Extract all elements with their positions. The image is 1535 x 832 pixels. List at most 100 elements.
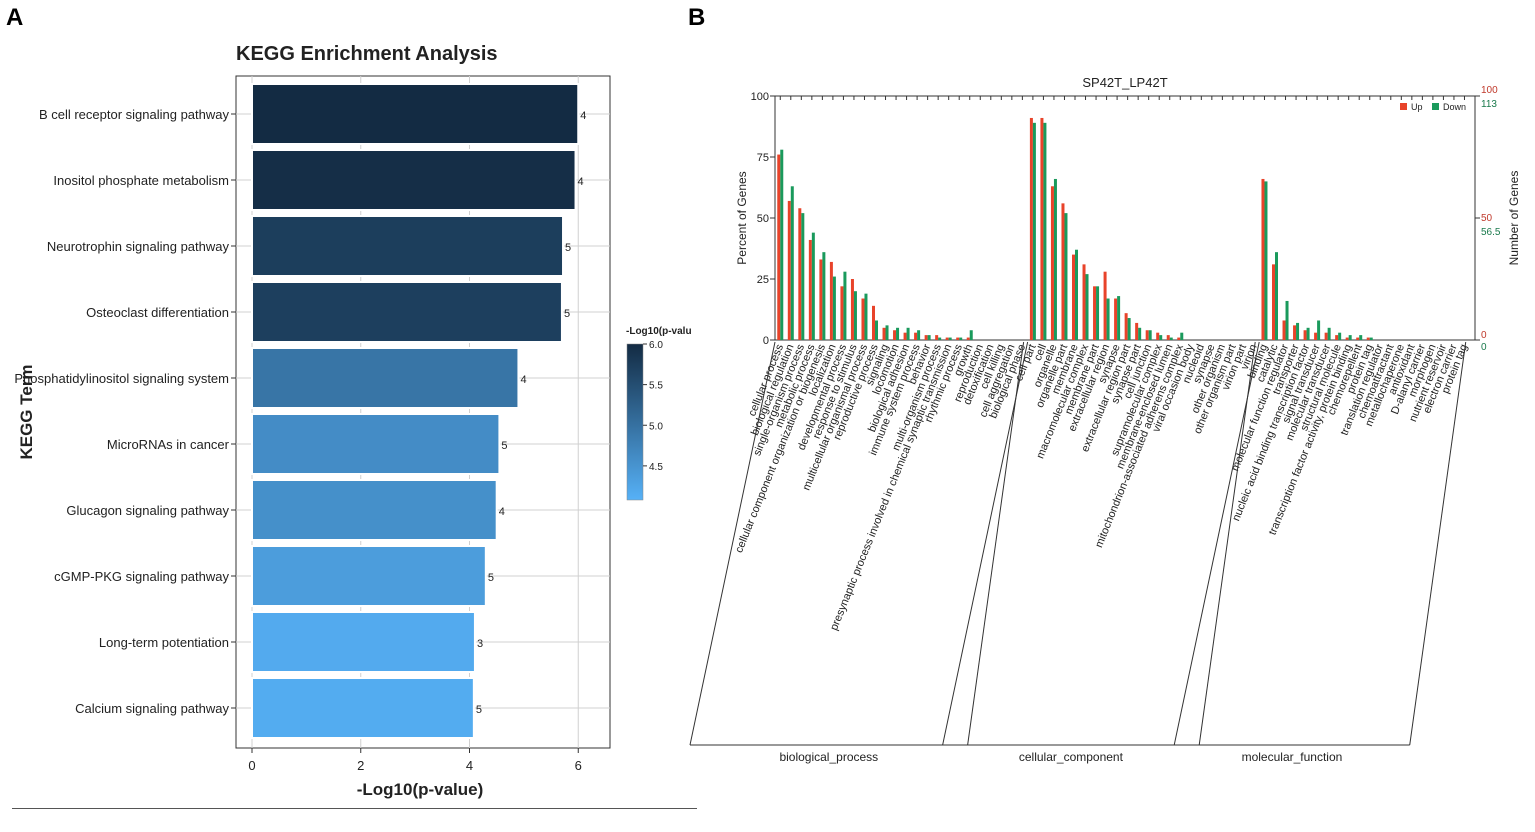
chart-a-bar-count: 5: [565, 242, 571, 254]
chart-b-bar-up: [1029, 117, 1033, 341]
chart-b-ytick-label: 50: [757, 213, 769, 225]
chart-a-bar-count: 5: [476, 704, 482, 716]
chart-b-bar-down: [1264, 181, 1268, 340]
chart-a-bar-count: 5: [488, 572, 494, 584]
chart-b-bar-down: [969, 330, 973, 340]
chart-a-category-label: Neurotrophin signaling pathway: [47, 239, 230, 254]
chart-b-group-label: molecular_function: [1242, 750, 1343, 764]
chart-b-bar-up: [1093, 286, 1097, 340]
kegg-enrichment-chart: KEGG Enrichment Analysis 4 4 5 5 4 5 4 5 3 5 0 2 4 6…: [14, 43, 692, 799]
chart-b-bar-down: [1338, 332, 1342, 340]
chart-b-bar-up: [1103, 271, 1107, 340]
chart-b-bar-up: [1293, 325, 1297, 340]
chart-b-y2-down-label: 56.5: [1481, 227, 1501, 238]
chart-b-y2-up-label: 50: [1481, 213, 1493, 224]
chart-b-bar-up: [808, 239, 812, 340]
chart-a-category-label: Glucagon signaling pathway: [66, 503, 229, 518]
legend-swatch-down: [1432, 103, 1439, 110]
chart-b-bar-up: [1114, 298, 1118, 340]
chart-b-bar-up: [1124, 313, 1128, 340]
chart-b-bar-down: [948, 337, 952, 340]
chart-b-bar-up: [840, 286, 844, 340]
chart-b-bar-up: [914, 332, 918, 340]
chart-b-bar-down: [1075, 249, 1078, 340]
legend-label-up: Up: [1411, 102, 1423, 112]
chart-b-bar-down: [875, 320, 878, 340]
chart-a-bar-count: 4: [499, 506, 505, 518]
colorbar-tick-label: 4.5: [649, 462, 663, 473]
chart-b-bar-up: [1082, 264, 1086, 340]
chart-b-bar-up: [1135, 322, 1139, 340]
chart-a-category-label: B cell receptor signaling pathway: [39, 107, 230, 122]
chart-b-y2-down-label: 0: [1481, 342, 1487, 353]
chart-b-ylabel: Percent of Genes: [735, 171, 749, 264]
chart-b-bar-down: [1117, 296, 1121, 340]
chart-b-bar-up: [1314, 332, 1318, 340]
chart-b-bar-down: [927, 335, 931, 340]
chart-b-bar-up: [1040, 117, 1044, 341]
chart-b-bar-down: [1369, 337, 1373, 340]
chart-b-bar-down: [896, 327, 900, 340]
chart-b-bar-up: [1356, 337, 1360, 340]
chart-a-bar: [251, 677, 475, 739]
chart-b-bar-down: [790, 186, 794, 340]
chart-b-y2-up-label: 0: [1481, 330, 1487, 341]
colorbar-title: -Log10(p-valu: [626, 326, 692, 337]
legend-swatch-up: [1400, 103, 1407, 110]
chart-a-bar-count: 4: [578, 176, 584, 188]
chart-a-bar: [251, 149, 577, 211]
chart-b-bar-down: [1348, 335, 1352, 340]
chart-b-bar-up: [1303, 330, 1307, 340]
bottom-divider: [12, 808, 697, 809]
chart-b-bar-up: [935, 335, 939, 340]
chart-a-bar: [251, 479, 498, 541]
chart-b-category-label: cell: [1032, 343, 1049, 363]
chart-b-bar-down: [1359, 335, 1363, 340]
chart-b-bar-up: [829, 261, 833, 340]
chart-b-bar-up: [1366, 337, 1370, 340]
chart-b-bar-down: [780, 149, 784, 340]
chart-a-ylabel: KEGG Term: [17, 364, 36, 459]
chart-b-bar-up: [1324, 332, 1328, 340]
chart-b-bar-down: [1064, 213, 1068, 340]
chart-b-bar-down: [917, 330, 921, 340]
chart-b-bar-up: [798, 208, 802, 340]
chart-b-bar-down: [843, 271, 847, 340]
chart-b-bar-up: [861, 298, 865, 340]
chart-b-bar-down: [1317, 320, 1321, 340]
chart-b-group-label: cellular_component: [1019, 750, 1124, 764]
chart-a-category-label: MicroRNAs in cancer: [107, 437, 230, 452]
chart-b-bar-up: [1050, 186, 1054, 340]
chart-b-bar-up: [850, 279, 854, 340]
chart-b-bar-down: [1159, 335, 1163, 340]
chart-b-bar-up: [945, 337, 949, 340]
chart-a-bar: [251, 611, 476, 673]
chart-b-bar-up: [924, 335, 928, 340]
chart-b-bar-down: [938, 337, 942, 340]
chart-a-xtick-label: 0: [248, 758, 255, 773]
chart-b-bar-down: [853, 291, 857, 340]
panel-b-label: B: [688, 4, 706, 31]
chart-a-xtick-label: 2: [357, 758, 364, 773]
chart-b-bar-down: [959, 337, 963, 340]
chart-b-bar-up: [1177, 337, 1181, 340]
chart-a-category-label: Phosphatidylinositol signaling system: [14, 371, 229, 386]
chart-b-bar-up: [872, 305, 875, 340]
chart-b-bar-up: [1156, 332, 1160, 340]
chart-a-xlabel: -Log10(p-value): [357, 780, 484, 799]
colorbar-tick-label: 5.5: [649, 381, 663, 392]
chart-b-group-bracket: [1409, 341, 1467, 746]
colorbar-tick-label: 6.0: [649, 340, 663, 351]
chart-a-category-label: Osteoclast differentiation: [86, 305, 229, 320]
chart-b-bar-down: [1148, 330, 1152, 340]
chart-a-xtick-label: 6: [575, 758, 582, 773]
chart-b-group-bracket: [967, 341, 1025, 746]
chart-b-bar-down: [832, 276, 836, 340]
colorbar-tick-label: 5.0: [649, 421, 663, 432]
chart-a-title: KEGG Enrichment Analysis: [236, 43, 498, 65]
chart-b-group-bracket: [689, 341, 776, 746]
chart-b-bar-up: [1282, 320, 1286, 340]
chart-a-bar-count: 5: [501, 440, 507, 452]
chart-b-group-label: biological_process: [779, 750, 878, 764]
